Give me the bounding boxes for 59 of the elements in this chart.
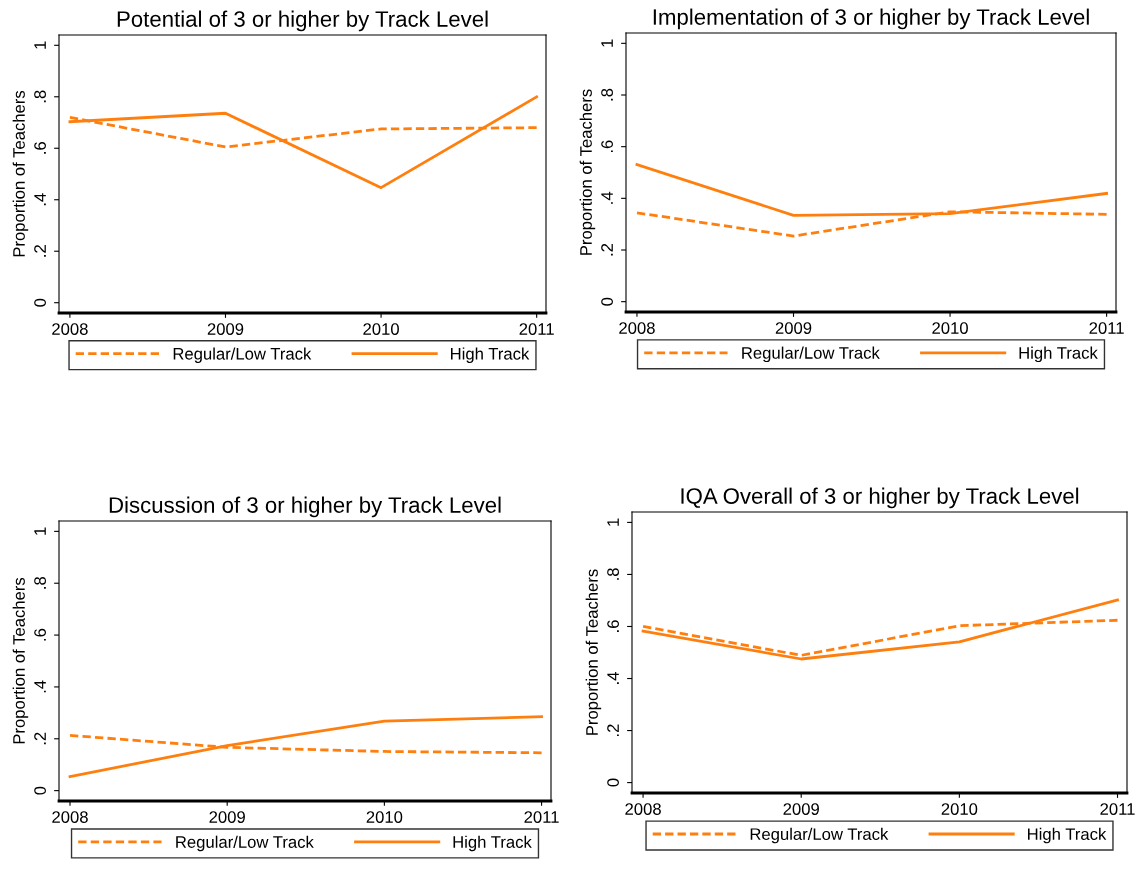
y-tick-label: 0 xyxy=(34,786,46,795)
line-series xyxy=(68,95,539,190)
x-tick-label: 2011 xyxy=(1100,803,1135,815)
y-tick-label: 0 xyxy=(607,778,619,787)
legend-label: Regular/Low Track xyxy=(742,346,880,363)
x-tick-label: 2009 xyxy=(775,322,812,334)
x-tick-label: 2010 xyxy=(941,803,978,815)
y-tick-label: .4 xyxy=(607,672,619,684)
chart-title: Discussion of 3 or higher by Track Level xyxy=(109,496,501,518)
line-series xyxy=(641,598,1119,661)
y-tick-label: .6 xyxy=(34,628,46,641)
y-axis-title: Proportion of Teachers xyxy=(579,89,596,255)
legend-label: Regular/Low Track xyxy=(750,827,889,844)
x-tick-label: 2008 xyxy=(52,323,88,335)
legend-label: Regular/Low Track xyxy=(176,835,314,852)
chart-title: Implementation of 3 or higher by Track Level xyxy=(653,8,1089,30)
chart-title: IQA Overall of 3 or higher by Track Level xyxy=(681,487,1079,509)
x-tick-label: 2011 xyxy=(519,323,554,335)
legend-label: High Track xyxy=(453,835,532,852)
legend-label: High Track xyxy=(1028,827,1107,844)
y-tick-label: .2 xyxy=(34,732,46,745)
y-tick-label: .2 xyxy=(607,724,619,736)
x-tick-label: 2009 xyxy=(209,811,245,823)
x-tick-label: 2009 xyxy=(207,323,244,335)
x-tick-label: 2008 xyxy=(625,803,661,815)
legend-label: High Track xyxy=(1019,346,1098,363)
y-axis-title: Proportion of Teachers xyxy=(585,569,602,735)
y-tick-label: 1 xyxy=(34,41,46,49)
y-tick-label: 1 xyxy=(601,39,613,47)
x-tick-label: 2010 xyxy=(366,811,403,823)
y-tick-label: 0 xyxy=(601,297,613,306)
y-tick-label: .6 xyxy=(601,140,613,153)
y-tick-label: 0 xyxy=(34,298,46,307)
y-tick-label: .4 xyxy=(601,191,613,204)
y-tick-label: .8 xyxy=(34,90,46,103)
y-tick-label: 1 xyxy=(607,518,619,526)
x-tick-label: 2010 xyxy=(363,323,399,335)
y-tick-label: .6 xyxy=(607,620,619,632)
y-tick-label: .2 xyxy=(601,243,613,256)
y-tick-label: .2 xyxy=(34,245,46,257)
legend-label: High Track xyxy=(451,347,530,363)
line-series xyxy=(68,715,543,779)
x-tick-label: 2011 xyxy=(1089,322,1124,334)
x-tick-label: 2008 xyxy=(52,811,88,823)
y-tick-label: .8 xyxy=(34,577,46,589)
legend-label: Regular/Low Track xyxy=(173,347,312,363)
y-tick-label: .6 xyxy=(34,142,46,154)
y-tick-label: 1 xyxy=(34,527,46,535)
y-tick-label: .8 xyxy=(601,88,613,101)
y-axis-title: Proportion of Teachers xyxy=(12,90,29,257)
y-tick-label: .4 xyxy=(34,680,46,693)
y-tick-label: .8 xyxy=(607,568,619,580)
x-tick-label: 2008 xyxy=(619,322,655,334)
x-tick-label: 2011 xyxy=(524,811,559,823)
x-tick-label: 2009 xyxy=(783,803,819,815)
y-axis-title: Proportion of Teachers xyxy=(12,577,29,744)
y-tick-label: .4 xyxy=(34,193,46,206)
chart-title: Potential of 3 or higher by Track Level xyxy=(117,10,488,32)
x-tick-label: 2010 xyxy=(932,322,968,334)
